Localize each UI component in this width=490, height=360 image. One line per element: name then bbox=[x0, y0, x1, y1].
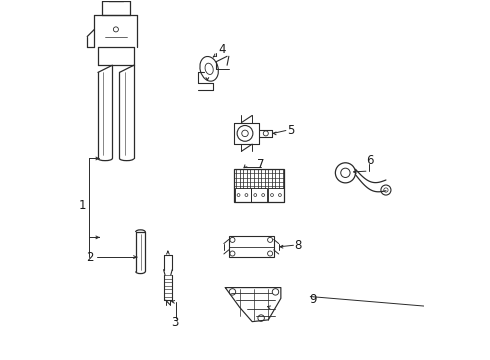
Text: 3: 3 bbox=[172, 316, 179, 329]
Bar bbox=[229, 236, 274, 257]
Text: 6: 6 bbox=[366, 154, 373, 167]
Text: 1: 1 bbox=[79, 199, 86, 212]
Text: 2: 2 bbox=[86, 251, 94, 264]
Text: 5: 5 bbox=[287, 124, 294, 137]
Bar bbox=[234, 169, 285, 202]
Text: 7: 7 bbox=[257, 158, 265, 171]
Bar bbox=[268, 188, 284, 202]
Bar bbox=[251, 188, 268, 202]
Text: 9: 9 bbox=[309, 293, 317, 306]
Text: 4: 4 bbox=[218, 42, 225, 55]
Bar bbox=[235, 188, 250, 202]
Text: 8: 8 bbox=[294, 239, 302, 252]
